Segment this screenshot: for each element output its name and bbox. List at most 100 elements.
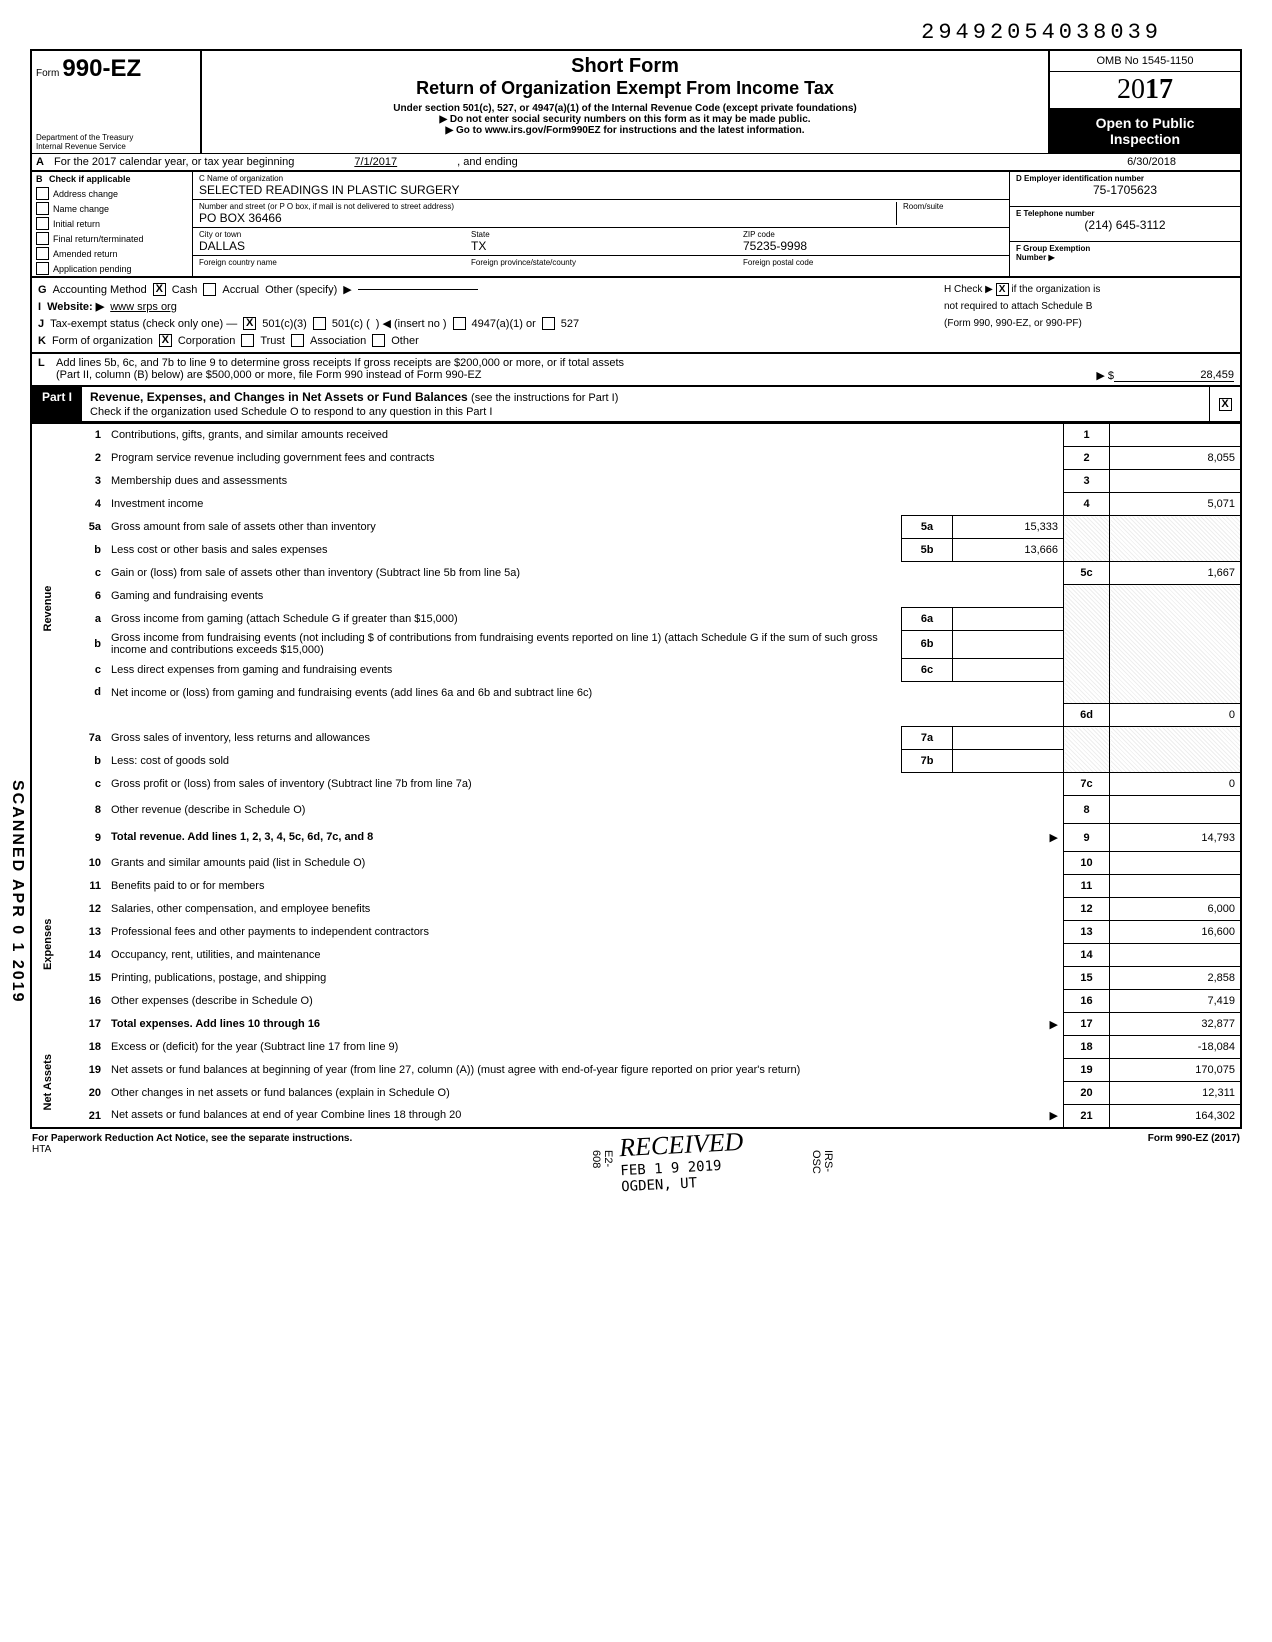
checkbox-icon[interactable] xyxy=(36,247,49,260)
under-section: Under section 501(c), 527, or 4947(a)(1)… xyxy=(210,103,1040,114)
omb-number: OMB No 1545-1150 xyxy=(1050,51,1240,72)
city-label: City or town xyxy=(199,230,459,239)
lv: 6,000 xyxy=(1110,898,1242,921)
section-bcdef: B Check if applicable Address change Nam… xyxy=(30,170,1242,276)
chk-h[interactable] xyxy=(996,283,1009,296)
goto-url: ▶ Go to www.irs.gov/Form990EZ for instru… xyxy=(210,125,1040,136)
h-text2: not required to attach Schedule B xyxy=(944,301,1234,312)
chk-501c3[interactable] xyxy=(243,317,256,330)
header-mid: Short Form Return of Organization Exempt… xyxy=(202,51,1050,153)
chk-527[interactable] xyxy=(542,317,555,330)
line-3: 3Membership dues and assessments3 xyxy=(31,470,1241,493)
sb: 6b xyxy=(902,630,953,658)
ld: Net income or (loss) from gaming and fun… xyxy=(106,681,1064,704)
chk-501c[interactable] xyxy=(313,317,326,330)
letter-i: I xyxy=(38,301,41,313)
line-5b: bLess cost or other basis and sales expe… xyxy=(31,539,1241,562)
lv xyxy=(1110,796,1242,824)
received-loc: OGDEN, UT xyxy=(621,1173,746,1195)
chk-trust[interactable] xyxy=(241,334,254,347)
footer: For Paperwork Reduction Act Notice, see … xyxy=(30,1129,1242,1159)
chk-initial-return[interactable]: Initial return xyxy=(32,216,192,231)
side-expenses: Expenses xyxy=(31,852,66,1036)
sb: 7b xyxy=(902,750,953,773)
lv: 8,055 xyxy=(1110,447,1242,470)
return-title: Return of Organization Exempt From Incom… xyxy=(210,78,1040,99)
lv: -18,084 xyxy=(1110,1036,1242,1059)
lb: 19 xyxy=(1064,1059,1110,1082)
ld: Gross income from fundraising events (no… xyxy=(106,630,902,658)
lb: 20 xyxy=(1064,1082,1110,1105)
line-21: 21Net assets or fund balances at end of … xyxy=(31,1105,1241,1129)
header-right: OMB No 1545-1150 2017 Open to Public Ins… xyxy=(1050,51,1240,153)
ln: 11 xyxy=(66,875,106,898)
lb: 3 xyxy=(1064,470,1110,493)
checkbox-icon[interactable] xyxy=(36,202,49,215)
lv: 16,600 xyxy=(1110,921,1242,944)
chk-application-pending[interactable]: Application pending xyxy=(32,261,192,276)
ld: Other revenue (describe in Schedule O) xyxy=(106,796,1064,824)
chk-amended-return[interactable]: Amended return xyxy=(32,246,192,261)
sv: 15,333 xyxy=(953,516,1064,539)
chk-association[interactable] xyxy=(291,334,304,347)
lv: 5,071 xyxy=(1110,493,1242,516)
chk-accrual[interactable] xyxy=(203,283,216,296)
chk-other-org[interactable] xyxy=(372,334,385,347)
l-text2: (Part II, column (B) below) are $500,000… xyxy=(56,369,482,382)
h-label: H Check ▶ xyxy=(944,284,993,295)
ssn-warning: ▶ Do not enter social security numbers o… xyxy=(210,114,1040,125)
chk-final-return[interactable]: Final return/terminated xyxy=(32,231,192,246)
line-20: 20Other changes in net assets or fund ba… xyxy=(31,1082,1241,1105)
ld-bold: Total revenue. Add lines 1, 2, 3, 4, 5c,… xyxy=(111,831,373,843)
side-blank xyxy=(31,796,66,824)
checkbox-icon[interactable] xyxy=(36,262,49,275)
side-stamp-1: E2-608 xyxy=(590,1150,614,1179)
line-11: 11Benefits paid to or for members11 xyxy=(31,875,1241,898)
g-label: Accounting Method xyxy=(53,284,147,296)
chk-address-change[interactable]: Address change xyxy=(32,186,192,201)
opt-other-org: Other xyxy=(391,335,419,347)
fc-label: Foreign country name xyxy=(193,256,465,276)
row-k: K Form of organization Corporation Trust… xyxy=(38,332,1234,349)
chk-corporation[interactable] xyxy=(159,334,172,347)
opt-527: 527 xyxy=(561,318,579,330)
lb: 5c xyxy=(1064,562,1110,585)
chk-4947[interactable] xyxy=(453,317,466,330)
tax-year: 2017 xyxy=(1050,72,1240,109)
checkbox-icon[interactable] xyxy=(36,217,49,230)
ln: 8 xyxy=(66,796,106,824)
ln xyxy=(66,704,106,727)
line-a-label: For the 2017 calendar year, or tax year … xyxy=(54,156,294,168)
line-4: 4Investment income45,071 xyxy=(31,493,1241,516)
lb: 9 xyxy=(1064,824,1110,852)
shade xyxy=(1064,585,1110,704)
letter-j: J xyxy=(38,318,44,330)
lv xyxy=(1110,852,1242,875)
received-date: FEB 1 9 2019 xyxy=(620,1157,745,1179)
row-g: G Accounting Method Cash Accrual Other (… xyxy=(38,281,1234,298)
chk-name-change[interactable]: Name change xyxy=(32,201,192,216)
ein-cell: D Employer identification number 75-1705… xyxy=(1010,172,1240,207)
letter-a: A xyxy=(36,156,54,168)
footer-right: Form 990-EZ (2017) xyxy=(1148,1133,1240,1155)
checkbox-icon[interactable] xyxy=(36,187,49,200)
chk-label: Amended return xyxy=(53,249,118,259)
checkbox-icon[interactable] xyxy=(1219,398,1232,411)
zip-label: ZIP code xyxy=(743,230,1003,239)
ld: Professional fees and other payments to … xyxy=(106,921,1064,944)
ld: Gain or (loss) from sale of assets other… xyxy=(106,562,1064,585)
line-1: Revenue 1 Contributions, gifts, grants, … xyxy=(31,423,1241,447)
chk-label: Final return/terminated xyxy=(53,234,144,244)
line-a-and: , and ending xyxy=(457,156,518,168)
shade xyxy=(1064,727,1110,773)
scanned-stamp: SCANNED APR 0 1 2019 xyxy=(8,780,26,1003)
ln: b xyxy=(66,750,106,773)
ln: 13 xyxy=(66,921,106,944)
chk-cash[interactable] xyxy=(153,283,166,296)
line-7c: cGross profit or (loss) from sales of in… xyxy=(31,773,1241,796)
tax-year-begin: 7/1/2017 xyxy=(354,156,397,168)
line-14: 14Occupancy, rent, utilities, and mainte… xyxy=(31,944,1241,967)
ln: 3 xyxy=(66,470,106,493)
checkbox-icon[interactable] xyxy=(36,232,49,245)
part1-chk[interactable] xyxy=(1209,387,1240,421)
